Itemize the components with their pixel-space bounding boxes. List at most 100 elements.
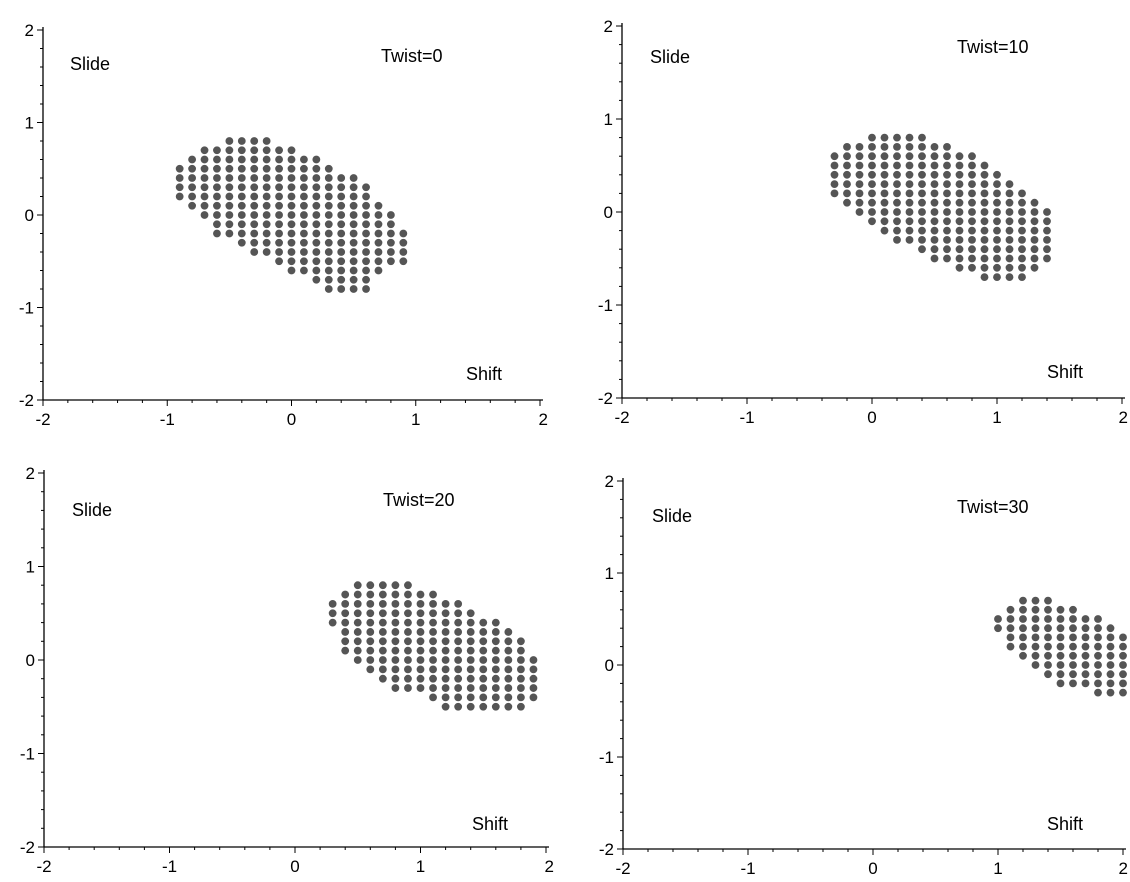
y-tick-label: 1: [25, 114, 34, 133]
data-point: [1031, 596, 1040, 605]
data-point: [905, 208, 914, 216]
data-point: [353, 600, 362, 608]
data-point: [1044, 605, 1052, 614]
x-tick-label: 2: [545, 857, 554, 876]
data-point: [175, 183, 184, 192]
data-point: [391, 590, 400, 599]
data-point: [943, 198, 951, 207]
data-point: [337, 220, 346, 229]
data-point: [416, 618, 425, 627]
data-point: [943, 143, 951, 151]
data-point: [353, 656, 362, 664]
data-point: [1094, 651, 1102, 660]
data-point: [955, 217, 964, 226]
data-point: [905, 198, 914, 207]
data-point: [1031, 642, 1040, 651]
x-tick-label: -2: [614, 408, 629, 427]
data-point: [868, 133, 876, 142]
data-point: [275, 164, 283, 173]
data-point: [188, 164, 197, 173]
data-point: [955, 263, 964, 272]
data-point: [353, 581, 362, 590]
data-point: [1019, 651, 1027, 660]
data-point: [312, 211, 321, 219]
data-point: [980, 245, 989, 254]
data-point: [930, 254, 939, 263]
data-point: [324, 248, 333, 256]
data-point: [387, 248, 395, 256]
data-point: [843, 170, 851, 179]
data-point: [1069, 651, 1077, 660]
data-point: [1119, 633, 1127, 642]
data-point: [454, 628, 463, 636]
y-tick-label: 1: [604, 110, 613, 129]
data-point: [300, 248, 308, 256]
chart-panel-twist-0: -2 -1 0 1 2 -2 -1 0 1 2 Slide Twist=0 Shift: [19, 21, 548, 429]
data-point: [324, 238, 333, 247]
data-point: [893, 226, 901, 235]
data-point: [312, 183, 321, 192]
data-point: [287, 164, 296, 173]
data-point: [491, 656, 500, 664]
data-point: [930, 161, 939, 170]
data-point: [980, 170, 989, 179]
data-point: [1005, 189, 1014, 198]
data-point: [337, 183, 346, 192]
data-point: [1056, 615, 1065, 623]
x-tick-label: 0: [868, 859, 877, 878]
data-point: [1081, 670, 1090, 679]
data-point: [1069, 661, 1077, 669]
data-point: [250, 248, 259, 256]
y-tick-label: 2: [26, 464, 35, 483]
data-point: [479, 618, 488, 627]
data-point: [213, 146, 221, 155]
data-point: [324, 174, 333, 182]
data-point: [1018, 263, 1026, 272]
data-point: [918, 133, 926, 142]
data-point: [1019, 596, 1027, 605]
x-tick-label: 1: [993, 859, 1002, 878]
data-point: [980, 226, 989, 235]
data-point: [200, 211, 209, 219]
data-point: [275, 211, 283, 219]
data-point: [893, 143, 901, 151]
data-point: [1056, 679, 1065, 688]
y-tick-label: -1: [20, 745, 35, 764]
data-point: [491, 693, 500, 702]
data-point: [968, 208, 976, 216]
data-point: [300, 201, 308, 210]
data-point: [362, 192, 370, 201]
data-point: [378, 581, 387, 590]
data-point: [868, 161, 876, 170]
data-point: [262, 174, 271, 182]
data-point: [980, 180, 989, 189]
data-point: [893, 180, 901, 189]
data-point: [262, 201, 271, 210]
data-point: [517, 674, 525, 683]
data-point: [337, 266, 346, 275]
data-point: [250, 201, 259, 210]
data-point: [1018, 198, 1026, 207]
data-point: [362, 201, 370, 210]
chart-panel-twist-30: -2 -1 0 1 2 -2 -1 0 1 2 Slide Twist=30 Shift: [599, 472, 1128, 878]
data-point: [868, 208, 876, 216]
data-point: [868, 217, 876, 226]
data-point: [349, 192, 358, 201]
y-tick-label: -1: [599, 748, 614, 767]
data-point: [262, 137, 271, 145]
data-point: [968, 245, 976, 254]
data-point: [905, 170, 914, 179]
data-point: [1044, 624, 1052, 633]
data-point: [980, 263, 989, 272]
data-point: [880, 180, 889, 189]
data-point: [930, 245, 939, 254]
data-point: [275, 248, 283, 256]
data-point: [349, 266, 358, 275]
data-point: [454, 702, 463, 711]
data-point: [918, 152, 926, 161]
data-point: [504, 702, 513, 711]
data-point: [943, 189, 951, 198]
data-point: [1031, 624, 1040, 633]
data-point: [968, 152, 976, 161]
data-point: [993, 236, 1001, 244]
